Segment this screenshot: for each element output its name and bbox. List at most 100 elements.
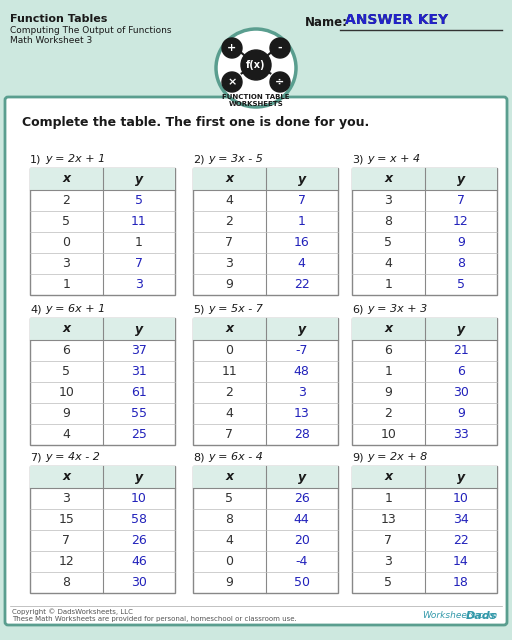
Text: ÷: ÷ xyxy=(275,77,285,87)
Circle shape xyxy=(222,38,242,58)
Text: 7: 7 xyxy=(225,428,233,441)
Text: 5: 5 xyxy=(457,278,465,291)
Text: 7): 7) xyxy=(30,452,41,462)
Bar xyxy=(352,168,497,295)
Text: -4: -4 xyxy=(295,555,308,568)
Text: y: y xyxy=(457,173,465,186)
Text: 9: 9 xyxy=(385,386,392,399)
Text: 37: 37 xyxy=(131,344,146,357)
Circle shape xyxy=(241,50,271,80)
Text: 8: 8 xyxy=(384,215,392,228)
Text: 58: 58 xyxy=(131,513,147,526)
Bar xyxy=(30,168,175,295)
Text: 5: 5 xyxy=(135,194,143,207)
Text: y = 4x - 2: y = 4x - 2 xyxy=(45,452,100,462)
Text: 9: 9 xyxy=(225,576,233,589)
Text: y: y xyxy=(135,470,143,483)
Text: 1: 1 xyxy=(135,236,143,249)
Text: 5: 5 xyxy=(384,236,392,249)
Text: 31: 31 xyxy=(131,365,146,378)
Text: 4: 4 xyxy=(225,194,233,207)
Text: 6: 6 xyxy=(385,344,392,357)
Text: 55: 55 xyxy=(131,407,147,420)
Text: 5: 5 xyxy=(62,215,70,228)
Text: 12: 12 xyxy=(453,215,468,228)
Text: 2: 2 xyxy=(385,407,392,420)
Text: 15: 15 xyxy=(58,513,74,526)
Text: Dads: Dads xyxy=(465,611,497,621)
Text: ANSWER KEY: ANSWER KEY xyxy=(345,13,448,27)
Text: 4: 4 xyxy=(62,428,70,441)
Text: 10: 10 xyxy=(58,386,74,399)
Text: 10: 10 xyxy=(453,492,468,505)
Text: 16: 16 xyxy=(294,236,310,249)
Text: 6: 6 xyxy=(457,365,465,378)
Text: 5: 5 xyxy=(62,365,70,378)
Text: 21: 21 xyxy=(453,344,468,357)
Text: 8: 8 xyxy=(62,576,70,589)
Text: y = 2x + 8: y = 2x + 8 xyxy=(367,452,427,462)
Text: 7: 7 xyxy=(62,534,70,547)
Text: y = 6x - 4: y = 6x - 4 xyxy=(208,452,263,462)
Text: 7: 7 xyxy=(384,534,392,547)
Text: x: x xyxy=(62,470,70,483)
Text: y: y xyxy=(135,173,143,186)
Text: y: y xyxy=(297,323,306,335)
Text: 22: 22 xyxy=(294,278,310,291)
Ellipse shape xyxy=(216,29,296,107)
Text: 1): 1) xyxy=(30,154,41,164)
Text: y = 5x - 7: y = 5x - 7 xyxy=(208,304,263,314)
Bar xyxy=(352,466,497,593)
Text: 44: 44 xyxy=(294,513,310,526)
Text: 8: 8 xyxy=(457,257,465,270)
Text: 8): 8) xyxy=(193,452,204,462)
Text: 9: 9 xyxy=(457,236,465,249)
Text: WORKSHEETS: WORKSHEETS xyxy=(229,101,283,107)
Text: 5): 5) xyxy=(193,304,204,314)
Text: x: x xyxy=(225,323,233,335)
Text: x: x xyxy=(384,173,392,186)
Circle shape xyxy=(270,38,290,58)
Text: +: + xyxy=(227,43,237,53)
Text: -7: -7 xyxy=(295,344,308,357)
Text: 2: 2 xyxy=(225,215,233,228)
Text: 9: 9 xyxy=(225,278,233,291)
Text: 7: 7 xyxy=(457,194,465,207)
Text: 4: 4 xyxy=(225,534,233,547)
Text: 48: 48 xyxy=(294,365,310,378)
Text: 14: 14 xyxy=(453,555,468,568)
Text: 9): 9) xyxy=(352,452,364,462)
Text: 1: 1 xyxy=(62,278,70,291)
Bar xyxy=(352,318,497,445)
Text: 5: 5 xyxy=(225,492,233,505)
Text: 7: 7 xyxy=(225,236,233,249)
Text: 3: 3 xyxy=(385,555,392,568)
Bar xyxy=(30,466,175,593)
Text: 0: 0 xyxy=(225,344,233,357)
Text: 11: 11 xyxy=(131,215,146,228)
Text: f(x): f(x) xyxy=(246,60,266,70)
Text: 1: 1 xyxy=(385,278,392,291)
Text: y = x + 4: y = x + 4 xyxy=(367,154,420,164)
Text: Copyright © DadsWorksheets, LLC
These Math Worksheets are provided for personal,: Copyright © DadsWorksheets, LLC These Ma… xyxy=(12,608,297,621)
Bar xyxy=(30,318,175,445)
Bar xyxy=(30,168,175,190)
Text: 3: 3 xyxy=(385,194,392,207)
Text: y = 3x - 5: y = 3x - 5 xyxy=(208,154,263,164)
Text: ×: × xyxy=(227,77,237,87)
Text: 6): 6) xyxy=(352,304,364,314)
Text: 6: 6 xyxy=(62,344,70,357)
Text: 33: 33 xyxy=(453,428,468,441)
Text: y = 3x + 3: y = 3x + 3 xyxy=(367,304,427,314)
Text: y: y xyxy=(457,470,465,483)
Text: y: y xyxy=(135,323,143,335)
Text: 4: 4 xyxy=(225,407,233,420)
Text: x: x xyxy=(62,323,70,335)
Circle shape xyxy=(222,72,242,92)
Bar xyxy=(193,318,338,445)
Bar xyxy=(193,318,338,340)
Text: 3: 3 xyxy=(135,278,143,291)
Text: 1: 1 xyxy=(385,365,392,378)
Text: Function Tables: Function Tables xyxy=(10,14,108,24)
Text: 4: 4 xyxy=(385,257,392,270)
